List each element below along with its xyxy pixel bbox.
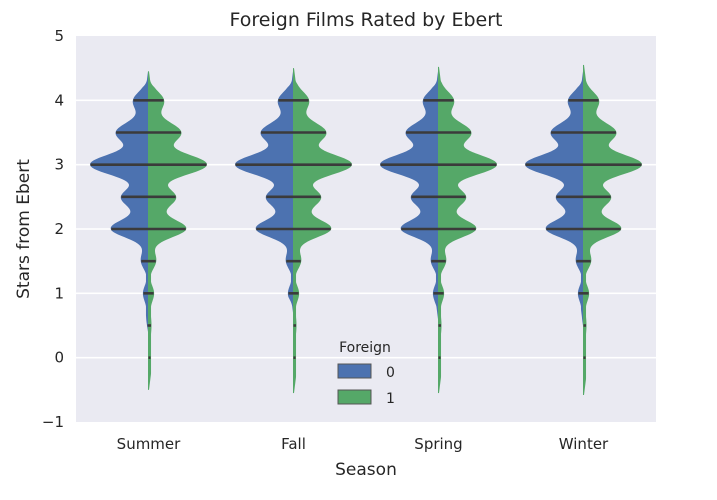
violin-summer bbox=[89, 71, 208, 390]
x-tick-label: Fall bbox=[281, 435, 306, 453]
x-tick-label: Spring bbox=[414, 435, 462, 453]
y-tick-label: 3 bbox=[54, 156, 64, 174]
y-tick-label: −1 bbox=[42, 413, 64, 431]
legend-label-foreign-0: 0 bbox=[386, 365, 395, 381]
legend-title: Foreign bbox=[339, 340, 391, 356]
legend: Foreign 0 1 bbox=[337, 340, 395, 407]
violin-winter bbox=[524, 64, 643, 396]
y-axis-label: Stars from Ebert bbox=[14, 159, 34, 299]
x-tick-label: Summer bbox=[117, 435, 181, 453]
legend-swatch-foreign-0 bbox=[337, 363, 372, 379]
violin-half-summer-foreign-0 bbox=[89, 71, 149, 332]
y-tick-label: 4 bbox=[54, 91, 64, 109]
violins bbox=[89, 64, 643, 396]
y-tick-label: 2 bbox=[54, 220, 64, 238]
y-tick-labels: −1 0 1 2 3 4 5 bbox=[42, 27, 64, 431]
y-tick-label: 0 bbox=[54, 349, 64, 367]
x-axis-label: Season bbox=[335, 460, 397, 480]
y-tick-label: 1 bbox=[54, 284, 64, 302]
violin-fall bbox=[234, 68, 352, 394]
y-tick-label: 5 bbox=[54, 27, 64, 45]
x-tick-label: Winter bbox=[559, 435, 609, 453]
x-tick-labels: Summer Fall Spring Winter bbox=[117, 435, 609, 453]
legend-label-foreign-1: 1 bbox=[386, 391, 395, 407]
chart-title: Foreign Films Rated by Ebert bbox=[230, 9, 503, 31]
legend-swatch-foreign-1 bbox=[337, 389, 372, 405]
violin-spring bbox=[379, 66, 497, 394]
